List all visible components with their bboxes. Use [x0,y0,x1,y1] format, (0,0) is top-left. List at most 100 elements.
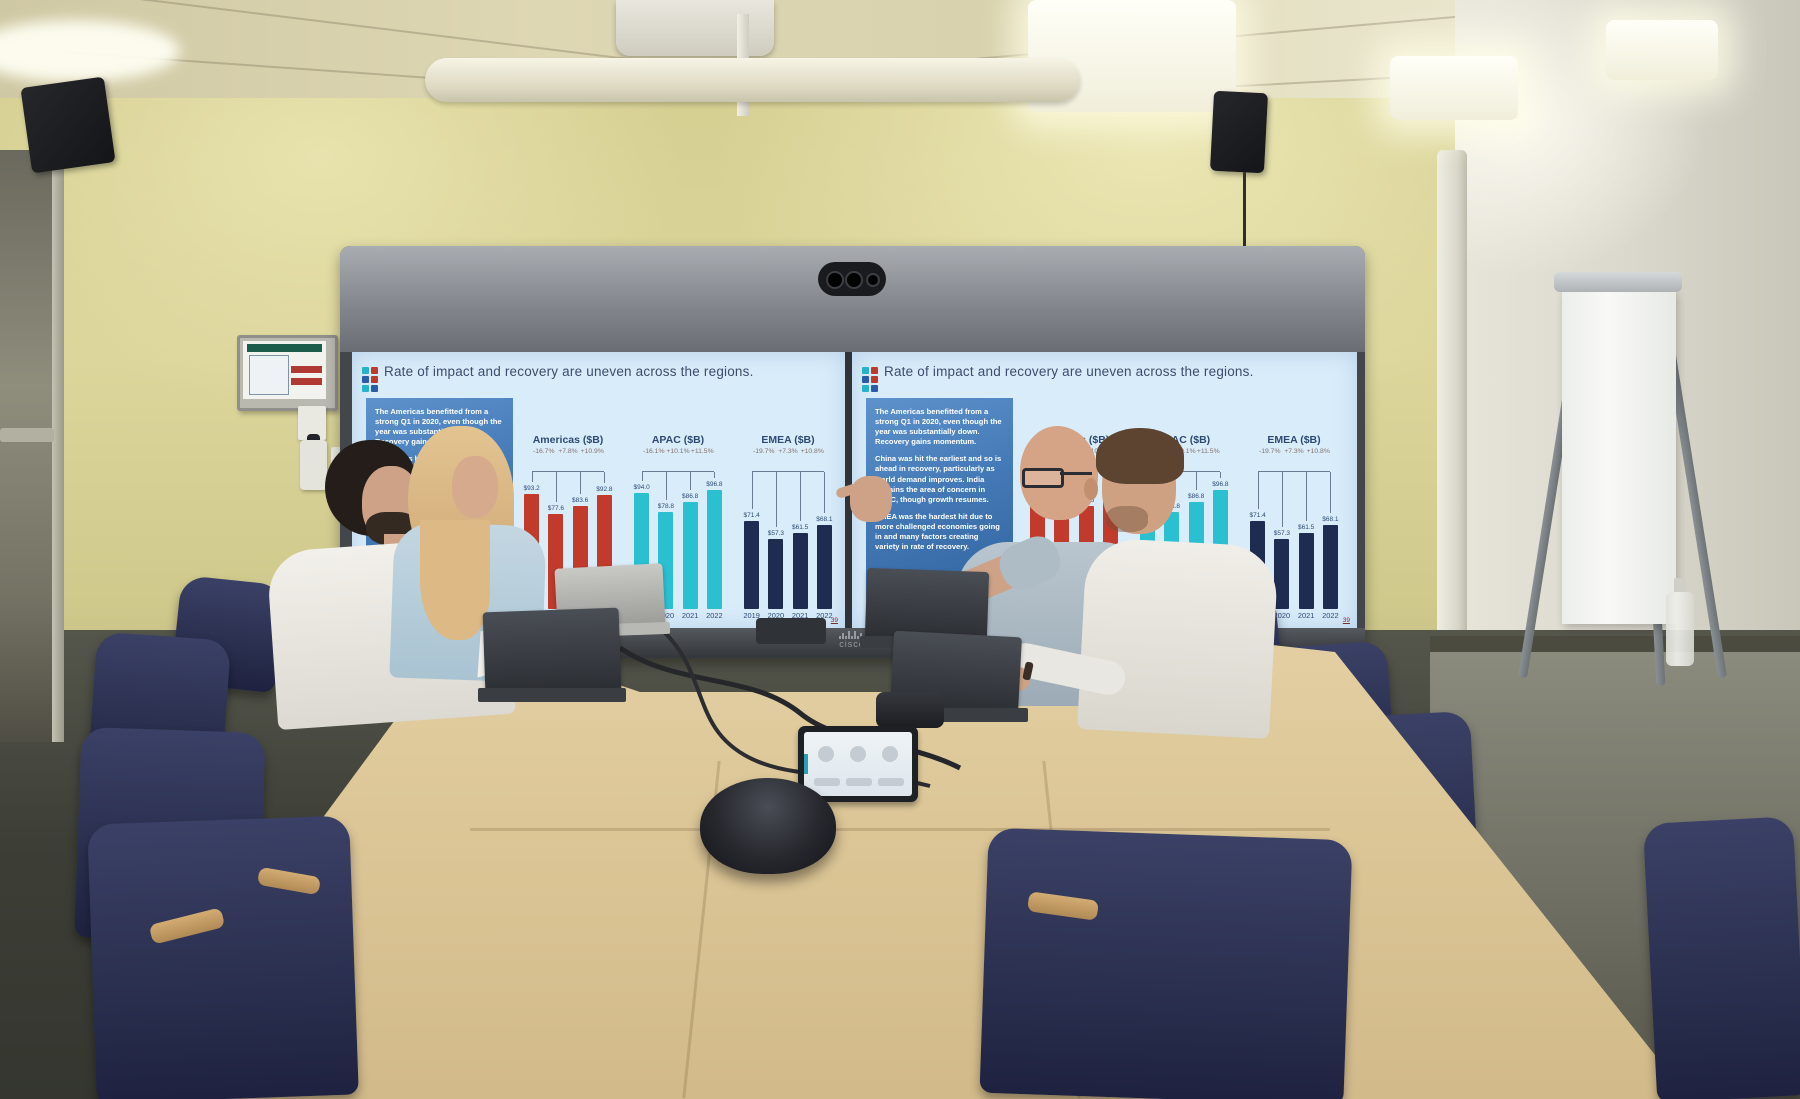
chart-year-label: 2020 [1273,611,1291,620]
chart-change-label: +11.5% [690,448,714,455]
ceiling-projector [616,0,774,56]
bar-value-label: $78.8 [657,503,675,511]
chart-plot: $71.4 $57.3 $61.5 $68.1 [740,459,837,609]
commentary-paragraph: EMEA was the hardest hit due to more cha… [875,511,1000,552]
chart-change-row: -19.7% +7.3% +10.8% [740,447,837,459]
chart-change-label: -19.7% [1258,448,1281,455]
slide-page-number: 39 [1342,617,1350,624]
office-chair [1642,816,1800,1099]
cisco-logo-text: cisco [839,639,865,649]
camera-lens [866,273,880,287]
slide-page-number: 39 [830,617,838,624]
chart-change-row: -16.1%+10.1%+11.5% [630,447,727,459]
chart-change-label: +11.5% [1196,448,1220,455]
chart-change-label: -16.1% [642,448,665,455]
touch-controller-label [814,778,840,786]
office-chair-foreground-right [979,827,1353,1099]
bracket-tick [665,472,667,501]
bracket-tick [580,472,582,495]
bracket-line [751,471,825,472]
chart-group: EMEA ($B) -19.7% +7.3% +10.8% $71.4 $57.3 $61.… [1246,434,1343,620]
bracket-tick [555,472,557,502]
touch-controller-label [846,778,872,786]
sanitizer-pump [1674,578,1686,596]
chart-year-label: 2020 [657,611,675,620]
bar [706,489,722,609]
bar-value-label: $94.0 [633,484,650,492]
chart-year-label: 2020 [767,611,785,620]
bracket-tick [641,472,643,482]
person-3-hand [850,476,892,522]
speakerphone [876,692,944,728]
table-seam [470,828,1330,831]
bracket-tick [690,472,692,491]
conference-camera [818,262,886,296]
wall-speaker-left [20,76,116,174]
bar-value-label: $86.8 [1187,493,1205,501]
bracket-tick [1257,472,1259,510]
bar-value-label: $71.4 [1249,512,1266,520]
bracket-tick [824,472,826,514]
bracket-line [641,471,715,472]
wall-column [1437,150,1467,710]
person-3-glasses [1022,468,1064,488]
bar [768,538,784,609]
chart-year-label: 2019 [743,611,760,620]
chart-group-title: EMEA ($B) [1267,434,1321,446]
desk-phone [756,618,826,644]
chart-change-label: -19.7% [752,448,775,455]
sanitizer-bottle [1666,592,1694,666]
bar [816,525,832,609]
bar-value-label: $96.8 [1212,480,1229,488]
bracket-tick [775,472,777,527]
person-4-stubble [1106,506,1148,532]
bar-value-label: $57.3 [1273,529,1291,537]
touch-controller-screen [804,732,912,796]
chart-year-label: 2021 [1297,611,1315,620]
glass-door-handle-bar [0,428,54,442]
bar-value-label: $57.3 [767,529,785,537]
flipchart-paper-pad [1562,290,1676,624]
chart-year-label: 2022 [1322,611,1339,620]
bracket-tick [751,472,753,510]
laptop-dark-left [482,607,622,695]
bar [744,521,760,609]
camera-lens [826,271,844,289]
evacuation-plan-red-strip [291,378,322,385]
evacuation-floor-plan [249,355,289,395]
person-4-hair [1096,428,1184,484]
chart-year-label: 2021 [681,611,699,620]
bar [1298,533,1314,609]
bar-value-label: $71.4 [743,512,760,520]
bar-value-label: $86.8 [681,493,699,501]
commentary-paragraph: China was hit the earliest and so is ahe… [875,454,1002,504]
bar-value-label: $83.6 [571,497,589,505]
chart-change-label: +7.3% [778,448,798,455]
wall-washer-light [1606,20,1718,80]
glass-door-frame [52,150,64,742]
bar-value-label: $61.5 [791,524,809,532]
bar [1274,538,1290,609]
bracket-line [531,471,605,472]
chart-year-row: 2019 2020 2021 2022 [740,609,837,621]
laptop-dark-right-far [864,567,990,643]
bar-value-label: $93.2 [523,485,540,493]
bracket-tick [604,472,606,483]
slide-dots-logo-icon [362,367,378,392]
chart-change-row: -19.7% +7.3% +10.8% [1246,447,1343,459]
slide-dots-logo-icon [862,367,878,392]
bracket-line [1257,471,1331,472]
chart-change-label: +7.3% [1284,448,1304,455]
evacuation-plan-red-strip [291,366,322,373]
chart-year-label: 2022 [706,611,723,620]
bar [1322,525,1338,609]
person-2-hair-strands [420,520,490,640]
office-chair-foreground-left [87,815,359,1099]
bracket-tick [1306,472,1308,522]
bracket-tick [1196,472,1198,491]
bar-value-label: $77.6 [547,504,565,512]
chart-year-label: 2022 [816,611,833,620]
chart-change-label: -16.7% [532,448,555,455]
slide-title: Rate of impact and recovery are uneven a… [384,364,754,379]
